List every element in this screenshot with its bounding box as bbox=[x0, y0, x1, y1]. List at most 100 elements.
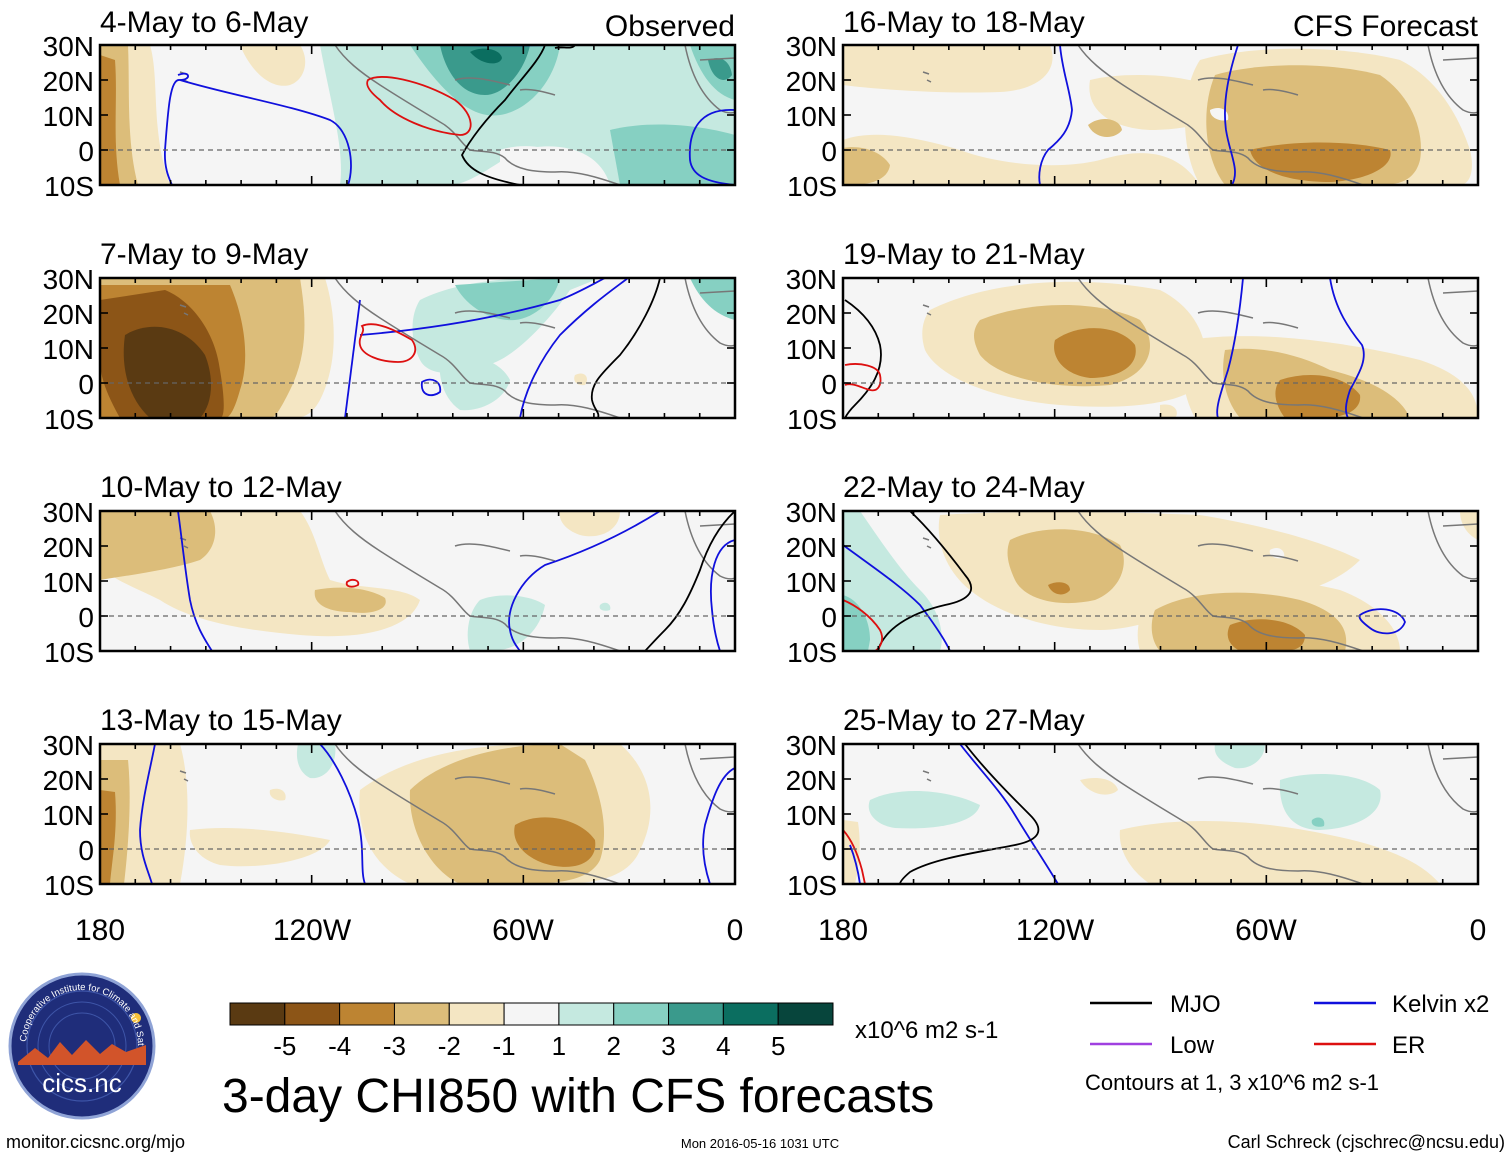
colorbar-swatch bbox=[229, 1002, 286, 1026]
panel-title: 13-May to 15-May bbox=[100, 704, 342, 737]
panel-13-may-to-15-may: 13-May to 15-May bbox=[98, 704, 737, 886]
panel-title: 10-May to 12-May bbox=[100, 471, 342, 504]
panel-22-may-to-24-may: 22-May to 24-May bbox=[841, 471, 1480, 653]
lat-tick-label: 20N bbox=[43, 66, 94, 97]
lat-tick-label: 30N bbox=[43, 264, 94, 295]
panel-10-may-to-12-may: 10-May to 12-May bbox=[98, 471, 737, 653]
colorbar-swatch bbox=[777, 1002, 834, 1026]
lon-tick-label: 60W bbox=[1235, 914, 1297, 947]
lon-tick-label: 180 bbox=[818, 914, 868, 947]
chi-anomaly-field bbox=[100, 744, 735, 884]
mountain-ridge-icon bbox=[18, 1040, 146, 1065]
lon-tick-label: 180 bbox=[75, 914, 125, 947]
lat-tick-label: 10N bbox=[786, 334, 837, 365]
panel-7-may-to-9-may: 7-May to 9-May bbox=[98, 238, 737, 420]
colorbar-swatch bbox=[613, 1002, 670, 1026]
colorbar-tick-label: 2 bbox=[606, 1031, 620, 1061]
colorbar-tick-label: -4 bbox=[328, 1031, 351, 1061]
lon-tick-label: 60W bbox=[492, 914, 554, 947]
lon-tick-label: 120W bbox=[273, 914, 352, 947]
coastline bbox=[179, 278, 735, 418]
lat-tick-label: 10S bbox=[44, 171, 94, 202]
colorbar-swatch bbox=[448, 1002, 505, 1026]
colorbar-swatch bbox=[668, 1002, 724, 1026]
lat-tick-label: 10N bbox=[43, 567, 94, 598]
colorbar-tick-label: 1 bbox=[552, 1031, 566, 1061]
lat-tick-label: 10N bbox=[786, 800, 837, 831]
lat-tick-label: 10S bbox=[787, 637, 837, 668]
colorbar-swatch bbox=[339, 1002, 395, 1026]
wave-contours bbox=[1038, 45, 1239, 185]
lat-tick-label: 10N bbox=[786, 567, 837, 598]
lat-tick-label: 30N bbox=[786, 730, 837, 761]
colorbar-swatch bbox=[558, 1002, 615, 1026]
sun-icon bbox=[131, 1013, 141, 1023]
lat-tick-label: 10S bbox=[787, 171, 837, 202]
logo-wordmark: cics.nc bbox=[42, 1068, 121, 1098]
lat-tick-label: 10N bbox=[786, 101, 837, 132]
lat-tick-label: 30N bbox=[43, 31, 94, 62]
lat-tick-label: 0 bbox=[78, 835, 94, 866]
panel-title: 19-May to 21-May bbox=[843, 238, 1085, 271]
lat-tick-label: 20N bbox=[43, 532, 94, 563]
legend-kelvin-label: Kelvin x2 bbox=[1392, 991, 1489, 1018]
colorbar-tick-label: -5 bbox=[273, 1031, 296, 1061]
wave-contours bbox=[844, 278, 1365, 418]
lat-tick-label: 20N bbox=[43, 299, 94, 330]
observed-label: Observed bbox=[605, 10, 735, 43]
lat-tick-label: 0 bbox=[78, 602, 94, 633]
wave-contours bbox=[843, 511, 1406, 651]
chi-anomaly-field bbox=[100, 45, 735, 185]
panel-16-may-to-18-may: 16-May to 18-May CFS Forecast bbox=[841, 6, 1480, 187]
lat-tick-label: 30N bbox=[43, 730, 94, 761]
chi-anomaly-field bbox=[100, 278, 735, 418]
cfs-forecast-label: CFS Forecast bbox=[1293, 10, 1479, 43]
figure-title: 3-day CHI850 with CFS forecasts bbox=[222, 1070, 934, 1123]
panel-25-may-to-27-may: 25-May to 27-May bbox=[841, 704, 1480, 886]
colorbar-tick-label: 5 bbox=[771, 1031, 785, 1061]
lat-tick-label: 20N bbox=[786, 532, 837, 563]
colorbar-tick-label: 4 bbox=[716, 1031, 730, 1061]
lat-tick-label: 10N bbox=[43, 101, 94, 132]
lat-tick-label: 0 bbox=[821, 369, 837, 400]
wave-contours bbox=[177, 511, 735, 651]
legend-er-label: ER bbox=[1392, 1032, 1425, 1059]
lat-tick-label: 20N bbox=[786, 299, 837, 330]
lat-tick-label: 0 bbox=[821, 835, 837, 866]
panel-title: 16-May to 18-May bbox=[843, 6, 1085, 39]
colorbar-swatch bbox=[284, 1002, 341, 1026]
colorbar-tick-label: -2 bbox=[438, 1031, 461, 1061]
chi-anomaly-field bbox=[843, 278, 1478, 418]
panel-title: 4-May to 6-May bbox=[100, 6, 308, 39]
lat-tick-label: 0 bbox=[78, 369, 94, 400]
colorbar-swatch bbox=[722, 1002, 779, 1026]
lat-tick-label: 30N bbox=[786, 31, 837, 62]
axis-ticks bbox=[99, 44, 1479, 885]
chi-anomaly-field bbox=[843, 45, 1478, 185]
lat-tick-label: 30N bbox=[786, 497, 837, 528]
lat-tick-label: 10S bbox=[44, 637, 94, 668]
colorbar-tick-label: 3 bbox=[661, 1031, 675, 1061]
panel-title: 7-May to 9-May bbox=[100, 238, 308, 271]
legend-low-label: Low bbox=[1170, 1032, 1215, 1059]
lat-tick-label: 10N bbox=[43, 800, 94, 831]
colorbar-units: x10^6 m2 s-1 bbox=[855, 1017, 998, 1044]
lat-tick-label: 10S bbox=[44, 870, 94, 901]
panel-4-may-to-6-may: 4-May to 6-May Observed bbox=[98, 6, 737, 187]
lat-tick-label: 10S bbox=[787, 404, 837, 435]
colorbar-tick-label: -3 bbox=[383, 1031, 406, 1061]
lat-tick-label: 10S bbox=[787, 870, 837, 901]
lat-tick-label: 20N bbox=[786, 66, 837, 97]
lat-tick-label: 0 bbox=[821, 136, 837, 167]
wave-contours bbox=[344, 278, 661, 418]
lat-tick-label: 10S bbox=[44, 404, 94, 435]
footer-timestamp: Mon 2016-05-16 1031 UTC bbox=[681, 1136, 839, 1151]
panel-title: 25-May to 27-May bbox=[843, 704, 1085, 737]
legend: MJO Kelvin x2 Low ER Contours at 1, 3 x1… bbox=[1085, 991, 1489, 1095]
lon-tick-label: 0 bbox=[727, 914, 744, 947]
colorbar-swatch bbox=[503, 1002, 560, 1026]
chi-anomaly-field bbox=[100, 511, 735, 651]
lat-tick-label: 20N bbox=[43, 765, 94, 796]
